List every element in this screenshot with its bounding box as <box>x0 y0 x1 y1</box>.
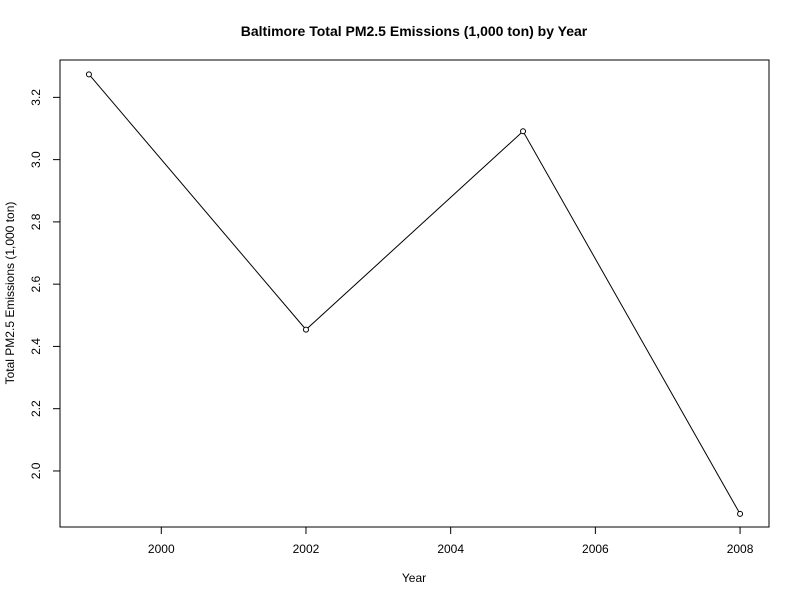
y-axis: 2.0 2.2 2.4 2.6 2.8 3.0 3.2 <box>29 89 61 479</box>
y-tick-label: 2.4 <box>29 338 43 355</box>
series-line <box>88 73 741 515</box>
plot-frame <box>59 59 770 528</box>
series-group <box>85 71 744 517</box>
x-tick-label: 2000 <box>148 542 175 556</box>
x-tick-label: 2008 <box>727 542 754 556</box>
y-tick-label: 3.0 <box>29 151 43 168</box>
data-point <box>737 510 744 517</box>
data-point <box>302 326 309 333</box>
y-tick-label: 2.8 <box>29 213 43 230</box>
data-point <box>520 128 527 135</box>
y-axis-label: Total PM2.5 Emissions (1,000 ton) <box>3 202 17 385</box>
y-tick-label: 3.2 <box>29 89 43 106</box>
x-axis-label: Year <box>402 571 426 585</box>
y-tick-label: 2.6 <box>29 275 43 292</box>
x-tick-label: 2006 <box>582 542 609 556</box>
x-axis: 2000 2002 2004 2006 2008 <box>148 526 754 556</box>
x-tick-label: 2004 <box>437 542 464 556</box>
x-tick-label: 2002 <box>293 542 320 556</box>
chart-title: Baltimore Total PM2.5 Emissions (1,000 t… <box>241 23 588 39</box>
data-point <box>85 71 92 78</box>
y-tick-label: 2.2 <box>29 400 43 417</box>
y-tick-label: 2.0 <box>29 462 43 479</box>
